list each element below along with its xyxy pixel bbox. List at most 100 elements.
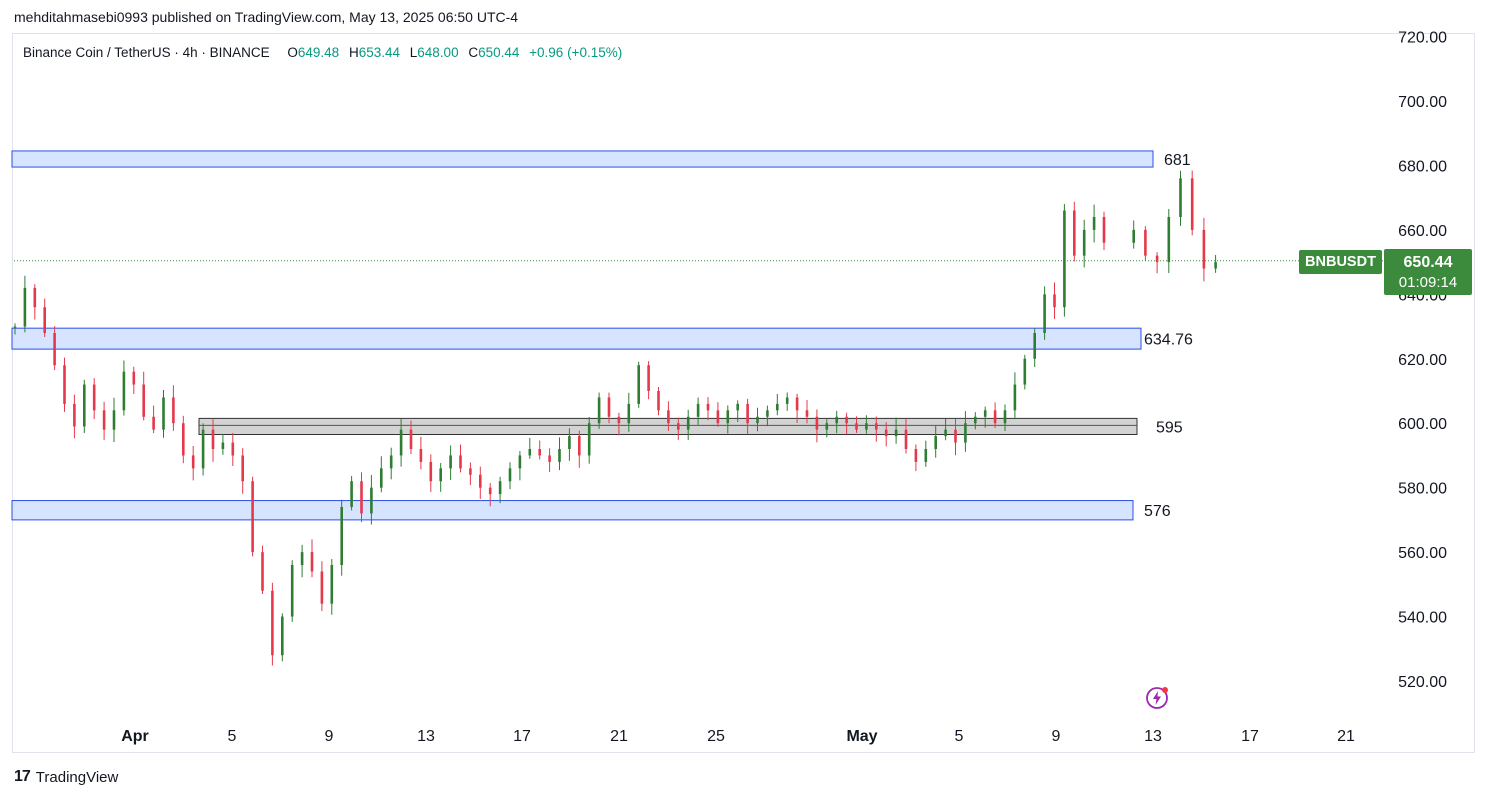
chart-frame[interactable] (12, 33, 1475, 753)
candle-body (914, 449, 918, 462)
x-tick-label: 25 (707, 728, 725, 745)
candle-body (1033, 333, 1036, 359)
candle-body (736, 403, 739, 411)
bar-countdown: 01:09:14 (1398, 274, 1458, 291)
candle-body (647, 365, 650, 391)
candle-body (657, 391, 660, 411)
candle-body (776, 403, 779, 411)
legend-symbol: Binance Coin / TetherUS · 4h · BINANCE (23, 45, 270, 60)
candle-body (1082, 229, 1086, 256)
y-tick-label: 660.00 (1398, 223, 1447, 240)
y-tick-label: 560.00 (1398, 545, 1447, 562)
candle-body (340, 507, 343, 565)
candle-body (13, 326, 17, 328)
candle-body (1003, 410, 1007, 424)
footer-brand-name: TradingView (35, 768, 119, 786)
candle-body (686, 416, 690, 430)
candle-body (370, 487, 373, 514)
candle-body (746, 403, 749, 424)
candle-body (954, 429, 957, 443)
candle-body (53, 333, 56, 366)
candle-body (182, 423, 185, 456)
legend-open-value: 649.48 (297, 45, 340, 60)
candle-body (399, 429, 403, 456)
footer-brand[interactable]: 17 TradingView (14, 768, 118, 786)
candle-body (449, 455, 452, 469)
candle-body (360, 481, 363, 514)
candle-body (330, 565, 334, 604)
candle-body (795, 397, 799, 411)
candle-body (241, 455, 244, 482)
candle-body (627, 403, 631, 424)
candle-body (112, 410, 116, 430)
x-tick-label: 9 (325, 728, 334, 745)
x-tick-label: Apr (121, 728, 149, 745)
lightning-icon[interactable] (1145, 686, 1169, 710)
x-tick-label: 21 (1337, 728, 1355, 745)
candle-body (43, 307, 46, 333)
candle-body (597, 397, 601, 424)
candle-body (23, 287, 27, 327)
candle-body (637, 365, 640, 404)
chart-legend: Binance Coin / TetherUS · 4h · BINANCE O… (23, 45, 622, 60)
candle-body (508, 468, 512, 482)
legend-change: +0.96 (+0.15%) (529, 45, 623, 60)
candle-body (944, 429, 947, 437)
candle-body (380, 468, 383, 488)
candle-body (1092, 217, 1096, 230)
candle-body (568, 436, 571, 449)
y-tick-label: 580.00 (1398, 481, 1447, 498)
candle-body (667, 410, 670, 424)
candle-body (498, 481, 502, 495)
y-tick-label: 520.00 (1398, 674, 1447, 691)
candle-body (73, 403, 76, 427)
candle-body (855, 423, 858, 430)
candle-body (1102, 217, 1106, 243)
candle-body (1063, 210, 1066, 308)
x-tick-label: 17 (513, 728, 531, 745)
symbol-price-label: BNBUSDT (1299, 250, 1382, 274)
candle-body (548, 455, 551, 462)
candle-body (696, 403, 700, 417)
candle-body (1132, 229, 1135, 243)
x-tick-label: 9 (1052, 728, 1061, 745)
candle-body (785, 397, 789, 404)
candle-body (152, 416, 155, 430)
candle-body (479, 474, 482, 488)
candle-body (884, 429, 888, 437)
zone-label: 681 (1164, 152, 1191, 169)
y-tick-label: 600.00 (1398, 416, 1447, 433)
x-tick-label: 13 (1144, 728, 1162, 745)
candle-body (578, 436, 581, 456)
legend-high-label: H (348, 45, 359, 60)
candle-body (439, 468, 442, 482)
candle-body (924, 449, 928, 462)
candle-body (677, 423, 680, 430)
legend-close-value: 650.44 (478, 45, 520, 60)
candle-body (389, 455, 393, 469)
candle-body (488, 487, 492, 495)
candle-body (1155, 255, 1159, 263)
candle-body (429, 461, 433, 482)
candle-body (1214, 262, 1217, 269)
candle-body (142, 384, 145, 417)
candle-body (300, 552, 304, 565)
candle-body (201, 429, 205, 469)
candle-body (726, 410, 730, 424)
legend-low-label: L (409, 45, 418, 60)
candle-body (191, 455, 195, 469)
candle-body (607, 397, 611, 417)
candle-body (894, 429, 898, 437)
x-tick-label: 5 (228, 728, 237, 745)
candle-body (271, 590, 274, 656)
candle-body (33, 287, 37, 308)
candle-body (1023, 358, 1027, 385)
candle-body (122, 371, 126, 411)
candle-body (865, 423, 868, 430)
candle-body (528, 449, 532, 456)
candle-body (1144, 229, 1147, 256)
candle-body (934, 436, 937, 449)
zone-label: 576 (1144, 503, 1171, 520)
candle-body (320, 571, 324, 604)
